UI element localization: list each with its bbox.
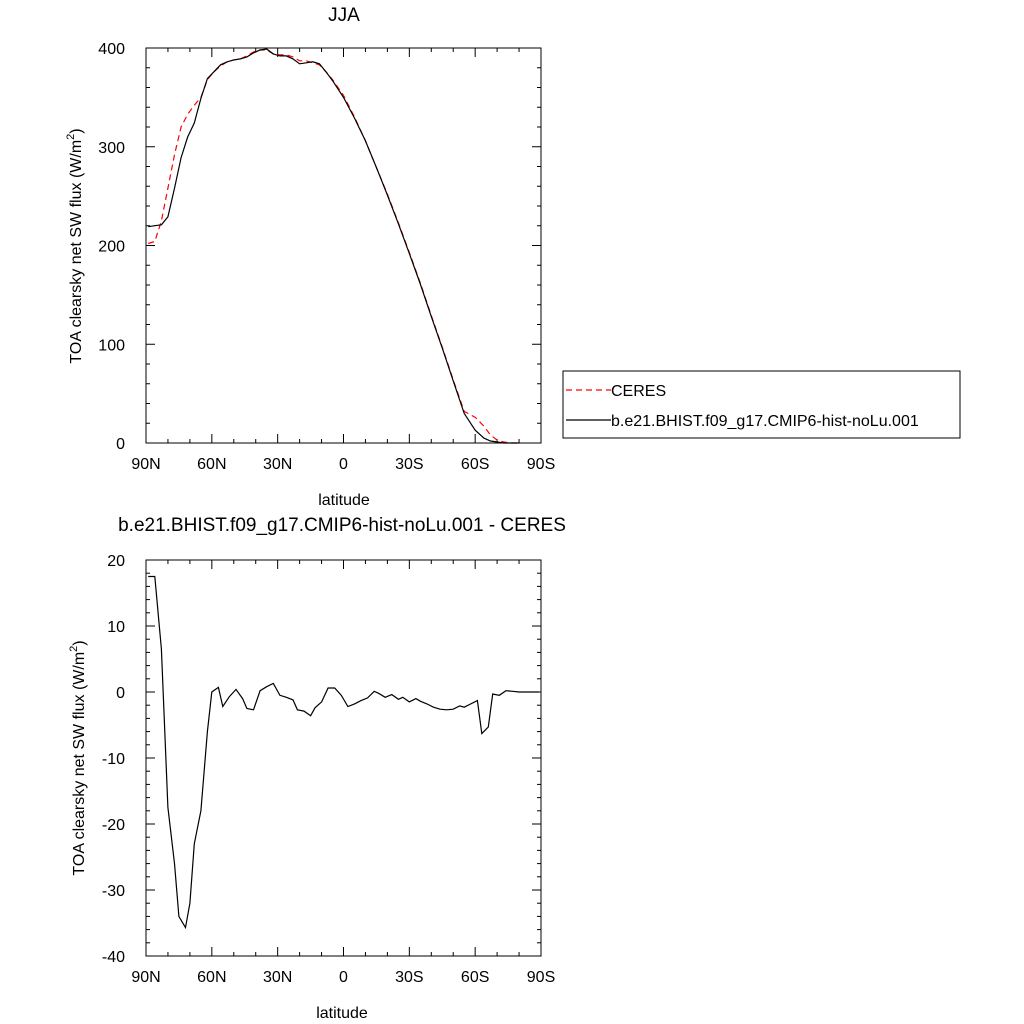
top-y-tick-label: 400 (98, 41, 125, 58)
top-panel: JJA 90N 60N 30N 0 30S 60S 90S 0 100 200 300 400 TOA… (65, 5, 555, 509)
bottom-series-line-difference (148, 575, 539, 930)
bottom-plot-area: 90N 60N 30N 0 30S 60S 90S -40 -30 -20 -10 0 10 20 (102, 553, 555, 986)
top-y-axis-label: TOA clearsky net SW flux (W/m2) (65, 128, 85, 363)
bottom-x-tick-label: 60N (197, 969, 226, 986)
bottom-y-tick-label: -40 (102, 949, 125, 966)
top-x-tick-label: 30N (263, 456, 292, 473)
bottom-x-tick-label: 30N (263, 969, 292, 986)
top-y-tick-label: 200 (98, 239, 125, 256)
top-plot-area: 90N 60N 30N 0 30S 60S 90S 0 100 200 300 400 (98, 41, 555, 473)
bottom-panel: b.e21.BHIST.f09_g17.CMIP6-hist-noLu.001 … (68, 515, 566, 1022)
bottom-y-tick-label: 10 (107, 619, 125, 636)
top-y-tick-label: 100 (98, 337, 125, 354)
top-y-tick-label: 300 (98, 140, 125, 157)
bottom-y-tick-label: 0 (116, 685, 125, 702)
top-x-tick-label: 30S (395, 456, 423, 473)
legend-model-label: b.e21.BHIST.f09_g17.CMIP6-hist-noLu.001 (611, 413, 919, 430)
bottom-x-tick-label: 30S (395, 969, 423, 986)
bottom-y-tick-label: -10 (102, 751, 125, 768)
legend-box (562, 370, 961, 439)
bottom-x-axis-label: latitude (316, 1005, 368, 1022)
legend-ceres-label: CERES (611, 383, 666, 400)
bottom-chart-title: b.e21.BHIST.f09_g17.CMIP6-hist-noLu.001 … (118, 515, 566, 536)
bottom-y-axis-label: TOA clearsky net SW flux (W/m2) (68, 640, 88, 875)
bottom-y-tick-label: 20 (107, 553, 125, 570)
top-series-line-model (148, 48, 520, 444)
bottom-x-tick-label: 60S (461, 969, 489, 986)
top-x-tick-label: 60S (461, 456, 489, 473)
top-chart-title: JJA (328, 5, 360, 26)
top-x-axis-label: latitude (318, 492, 370, 509)
bottom-x-tick-label: 0 (339, 969, 348, 986)
top-y-tick-label: 0 (116, 436, 125, 453)
top-x-tick-label: 60N (197, 456, 226, 473)
top-x-tick-label: 0 (339, 456, 348, 473)
bottom-y-tick-label: -20 (102, 817, 125, 834)
bottom-y-tick-label: -30 (102, 883, 125, 900)
bottom-x-tick-label: 90S (527, 969, 555, 986)
top-x-tick-label: 90N (131, 456, 160, 473)
top-x-tick-label: 90S (527, 456, 555, 473)
bottom-x-tick-label: 90N (131, 969, 160, 986)
legend: CERES b.e21.BHIST.f09_g17.CMIP6-hist-noL… (562, 370, 961, 439)
